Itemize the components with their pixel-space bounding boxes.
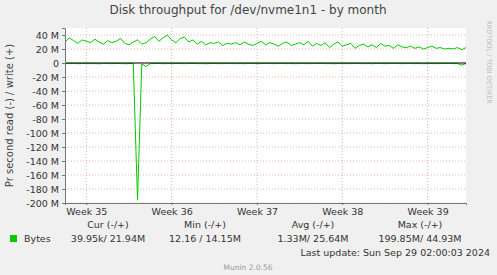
tick-label: Week 35 bbox=[66, 206, 107, 217]
tick-label: Week 36 bbox=[152, 206, 193, 217]
grid-line-x bbox=[256, 28, 257, 203]
tick-label: -160 M bbox=[26, 170, 59, 181]
tick-mark bbox=[62, 77, 65, 78]
grid-line-x bbox=[86, 28, 87, 203]
y-axis-title: Pr second read (-) / write (+) bbox=[4, 44, 15, 187]
grid-line-y bbox=[65, 63, 466, 64]
grid-line-y bbox=[65, 77, 466, 78]
tick-mark bbox=[62, 161, 65, 162]
tick-label: -20 M bbox=[32, 72, 59, 83]
tick-mark bbox=[172, 203, 173, 205]
tick-mark bbox=[62, 91, 65, 92]
grid-line-y bbox=[65, 189, 466, 190]
tick-label: -60 M bbox=[32, 100, 59, 111]
tick-label: -80 M bbox=[32, 114, 59, 125]
grid-line-y bbox=[65, 147, 466, 148]
footer: Munin 2.0.56 bbox=[223, 263, 272, 272]
x-axis: Week 35 Week 36 Week 37 Week 38 Week 39 bbox=[66, 203, 467, 217]
tick: Week 35 bbox=[66, 203, 107, 217]
tick: 40 M bbox=[36, 30, 65, 41]
tick-mark bbox=[428, 203, 429, 205]
zero-line bbox=[65, 62, 466, 63]
tick-label: -100 M bbox=[26, 128, 59, 139]
tick-mark bbox=[62, 49, 65, 50]
tick-label: 20 M bbox=[36, 44, 59, 55]
grid bbox=[65, 28, 466, 203]
grid-line-y bbox=[65, 105, 466, 106]
tick: Week 38 bbox=[322, 203, 363, 217]
tick-label: 0 bbox=[53, 58, 59, 69]
tick-label: 40 M bbox=[36, 30, 59, 41]
tick: -40 M bbox=[32, 86, 65, 97]
legend-label: Bytes bbox=[24, 233, 51, 244]
summary-value: 199.85M/ 44.93M bbox=[378, 233, 461, 244]
tick: -140 M bbox=[26, 156, 65, 167]
tick-mark bbox=[62, 119, 65, 120]
tick-label: Week 37 bbox=[237, 206, 278, 217]
grid-line-x bbox=[342, 28, 343, 203]
watermark: RRDTOOL / TOBI OETIKER bbox=[485, 20, 493, 104]
tick-label: -180 M bbox=[26, 184, 59, 195]
axis-line bbox=[62, 29, 66, 204]
tick-label: Week 38 bbox=[322, 206, 363, 217]
tick-label: Week 39 bbox=[408, 206, 449, 217]
tick: -120 M bbox=[26, 142, 65, 153]
grid-line-y bbox=[65, 91, 466, 92]
series-line bbox=[65, 35, 466, 50]
tick-mark bbox=[62, 175, 65, 176]
last-update: Last update: Sun Sep 29 02:00:03 2024 bbox=[301, 247, 491, 258]
tick-label: -200 M bbox=[26, 198, 59, 209]
grid-line-y bbox=[65, 175, 466, 176]
summary-header: Min (-/+) bbox=[184, 219, 226, 230]
summary-header: Max (-/+) bbox=[398, 219, 443, 230]
grid-line-y bbox=[65, 35, 466, 36]
grid-line-y bbox=[65, 161, 466, 162]
summary-value: 12.16 / 14.15M bbox=[169, 233, 241, 244]
tick: -160 M bbox=[26, 170, 65, 181]
tick: -60 M bbox=[32, 100, 65, 111]
tick-label: -120 M bbox=[26, 142, 59, 153]
summary-header: Cur (-/+) bbox=[87, 219, 129, 230]
summary-value: 1.33M/ 25.64M bbox=[278, 233, 349, 244]
grid-line-y bbox=[65, 49, 466, 50]
background bbox=[0, 0, 497, 275]
tick-label: -40 M bbox=[32, 86, 59, 97]
tick: Week 39 bbox=[408, 203, 449, 217]
tick: 0 bbox=[53, 58, 65, 69]
tick: Week 36 bbox=[152, 203, 193, 217]
chart-svg: 40 M 20 M 0 -20 M -40 M -60 M -80 M -100 M -120 … bbox=[0, 0, 497, 275]
plot-area bbox=[65, 28, 466, 203]
tick: -80 M bbox=[32, 114, 65, 125]
summary-header: Avg (-/+) bbox=[292, 219, 335, 230]
tick-mark bbox=[62, 133, 65, 134]
tick-mark bbox=[62, 189, 65, 190]
grid-line-x bbox=[171, 28, 172, 203]
summary-value: 39.95k/ 21.94M bbox=[71, 233, 145, 244]
tick-mark bbox=[342, 203, 343, 205]
tick-mark bbox=[62, 105, 65, 106]
tick: 20 M bbox=[36, 44, 65, 55]
tick-mark bbox=[257, 203, 258, 205]
tick-mark bbox=[62, 63, 65, 64]
tick: Week 37 bbox=[237, 203, 278, 217]
grid-line-y bbox=[65, 133, 466, 134]
tick-label: -140 M bbox=[26, 156, 59, 167]
grid-line-y bbox=[65, 119, 466, 120]
tick-mark bbox=[62, 203, 65, 204]
chart-container: 40 M 20 M 0 -20 M -40 M -60 M -80 M -100 M -120 … bbox=[0, 0, 497, 275]
tick-mark bbox=[62, 35, 65, 36]
tick: -200 M bbox=[26, 198, 65, 209]
tick: -100 M bbox=[26, 128, 65, 139]
y-axis: 40 M 20 M 0 -20 M -40 M -60 M -80 M -100 M -120 … bbox=[26, 29, 65, 209]
tick-mark bbox=[86, 203, 87, 205]
grid-line-x bbox=[427, 28, 428, 203]
tick-mark bbox=[62, 147, 65, 148]
title: Disk throughput for /dev/nvme1n1 - by mo… bbox=[109, 3, 386, 17]
series-line bbox=[65, 63, 466, 200]
series-group bbox=[65, 35, 466, 200]
tick: -20 M bbox=[32, 72, 65, 83]
legend-swatch bbox=[10, 235, 17, 242]
tick: -180 M bbox=[26, 184, 65, 195]
